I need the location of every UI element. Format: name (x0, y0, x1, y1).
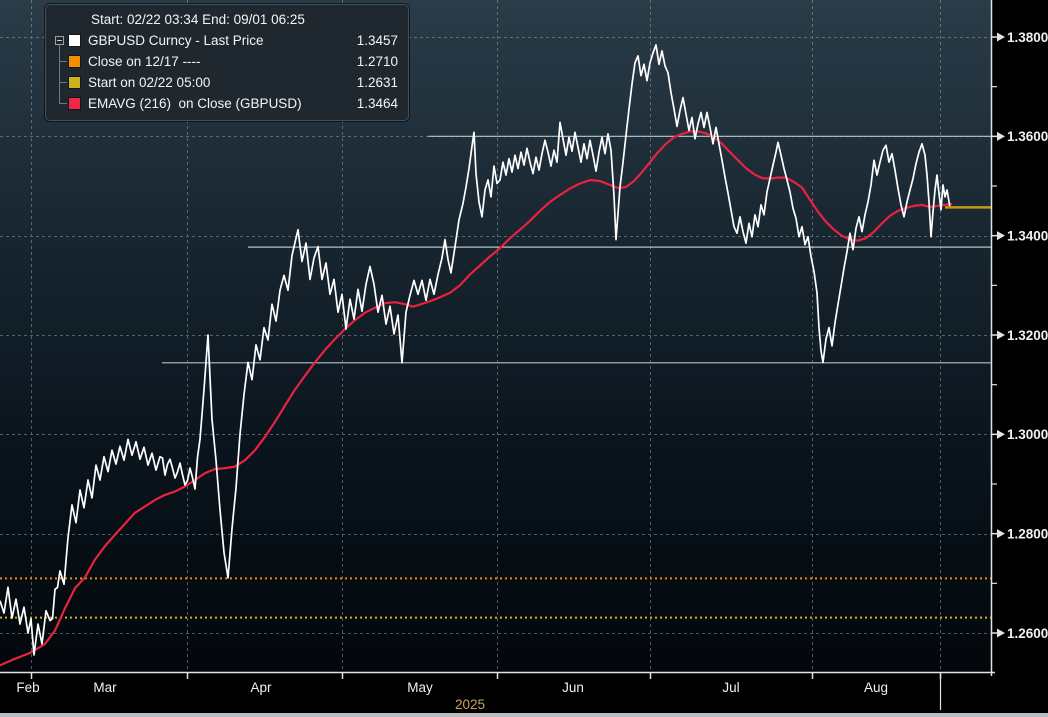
window-bottom-edge (0, 713, 1048, 717)
y-tick-arrow-icon (997, 32, 1005, 42)
legend-tree-line (59, 40, 60, 103)
month-label: Feb (16, 680, 39, 695)
y-tick-arrow-icon (997, 628, 1005, 638)
month-label: Jun (562, 680, 584, 695)
legend-collapse-toggle[interactable] (55, 36, 64, 45)
y-tick-arrow-icon (997, 131, 1005, 141)
y-axis-label: 1.2600 (1007, 626, 1048, 641)
close-line-label: Close on 12/17 ---- (88, 54, 201, 69)
ema-line (0, 130, 953, 667)
legend-tree-stub (59, 61, 67, 62)
last-price-label: GBPUSD Curncy - Last Price (88, 33, 264, 48)
y-tick-arrow-icon (997, 231, 1005, 241)
y-axis-label: 1.3200 (1007, 328, 1048, 343)
legend-row-last-price[interactable]: GBPUSD Curncy - Last Price 1.3457 (54, 30, 398, 51)
month-label: Aug (864, 680, 888, 695)
legend-panel[interactable]: Start: 02/22 03:34 End: 09/01 06:25 GBPU… (45, 4, 409, 121)
legend-row-start[interactable]: Start on 02/22 05:00 1.2631 (54, 72, 398, 93)
close-line-value: 1.2710 (356, 54, 398, 69)
start-line-swatch (68, 76, 81, 89)
month-label: Apr (250, 680, 272, 695)
gridlines (0, 0, 991, 672)
y-tick-arrow-icon (997, 529, 1005, 539)
start-line-value: 1.2631 (356, 75, 398, 90)
month-label: Jul (722, 680, 739, 695)
legend-rows: GBPUSD Curncy - Last Price 1.3457 Close … (54, 30, 398, 114)
emavg-value: 1.3464 (356, 96, 398, 111)
y-axis-label: 1.3600 (1007, 129, 1048, 144)
y-axis-label: 1.3800 (1007, 30, 1048, 45)
legend-tree-stub (59, 103, 67, 104)
y-axis-label: 1.3400 (1007, 228, 1048, 243)
legend-row-emavg[interactable]: EMAVG (216) on Close (GBPUSD) 1.3464 (54, 93, 398, 114)
close-line-swatch (68, 55, 81, 68)
series-layer (0, 44, 953, 667)
y-tick-arrow-icon (997, 429, 1005, 439)
legend-row-close[interactable]: Close on 12/17 ---- 1.2710 (54, 51, 398, 72)
month-label: May (407, 680, 433, 695)
price-line (0, 44, 951, 656)
legend-period-label: Start: 02/22 03:34 End: 09/01 06:25 (91, 12, 305, 27)
last-price-value: 1.3457 (356, 33, 398, 48)
emavg-label: EMAVG (216) on Close (GBPUSD) (88, 96, 302, 111)
y-axis-label: 1.3000 (1007, 427, 1048, 442)
legend-tree-stub (59, 82, 67, 83)
y-tick-arrow-icon (997, 330, 1005, 340)
year-label: 2025 (455, 697, 485, 712)
month-label: Mar (93, 680, 117, 695)
y-axis-label: 1.2800 (1007, 526, 1048, 541)
last-price-swatch (68, 34, 81, 47)
emavg-swatch (68, 97, 81, 110)
start-line-label: Start on 02/22 05:00 (88, 75, 211, 90)
